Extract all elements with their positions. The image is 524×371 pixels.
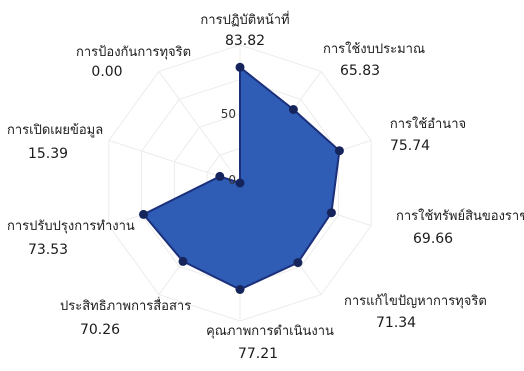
data-point (293, 258, 303, 268)
category-label-group: การใช้อำนาจ 75.74 (390, 116, 466, 154)
category-label-group: การปรับปรุงการทำงาน 73.53 (7, 219, 135, 258)
data-point (235, 62, 245, 72)
series-area (142, 66, 341, 291)
category-label: การใช้อำนาจ (390, 116, 466, 132)
category-label-group: คุณภาพการดำเนินงาน 77.21 (206, 324, 334, 362)
radial-tick-label: 0 (228, 173, 236, 187)
category-label: คุณภาพการดำเนินงาน (206, 324, 334, 339)
data-point (215, 171, 225, 181)
value-label: 77.21 (238, 346, 278, 362)
category-label-group: การเปิดเผยข้อมูล 15.39 (7, 123, 103, 162)
category-label: การใช้งบประมาณ (323, 41, 425, 57)
grid-spoke (158, 71, 241, 184)
data-point (288, 105, 298, 114)
category-label: การป้องกันการทุจริต (76, 45, 191, 60)
data-point (178, 256, 188, 266)
category-label: การปรับปรุงการทำงาน (7, 219, 135, 234)
radar-tick-labels: 0 50 (221, 107, 236, 187)
value-label: 73.53 (28, 242, 68, 258)
category-label-group: การแก้ไขปัญหาการทุจริต 71.34 (344, 293, 487, 331)
data-point (235, 285, 245, 294)
value-label: 69.66 (413, 231, 453, 247)
category-label: การเปิดเผยข้อมูล (7, 123, 103, 138)
category-label-group: การใช้ทรัพย์สินของราชก 69.66 (396, 208, 524, 247)
data-point (326, 208, 336, 218)
radial-tick-label: 50 (221, 107, 236, 121)
radar-series (139, 62, 344, 294)
value-label: 71.34 (376, 315, 416, 331)
data-point (139, 209, 148, 219)
category-label: การใช้ทรัพย์สินของราชก (396, 208, 524, 224)
category-label: ประสิทธิภาพการสื่อสาร (60, 297, 191, 314)
data-point (235, 178, 245, 188)
value-label: 15.39 (28, 146, 68, 162)
category-label-group: ประสิทธิภาพการสื่อสาร 70.26 (60, 297, 191, 338)
value-label: 0.00 (91, 64, 122, 80)
category-label-group: การใช้งบประมาณ 65.83 (323, 41, 425, 79)
category-label: การแก้ไขปัญหาการทุจริต (344, 293, 487, 309)
category-label: การปฏิบัติหน้าที่ (200, 11, 289, 28)
radar-category-labels: การปฏิบัติหน้าที่ 83.82 การใช้งบประมาณ 65.8… (7, 11, 524, 362)
category-label-group: การปฏิบัติหน้าที่ 83.82 (200, 11, 289, 49)
value-label: 70.26 (80, 322, 120, 338)
category-label-group: การป้องกันการทุจริต 0.00 (76, 45, 191, 80)
value-label: 65.83 (340, 63, 380, 79)
data-point (334, 146, 344, 156)
value-label: 83.82 (225, 33, 265, 49)
value-label: 75.74 (390, 138, 430, 154)
